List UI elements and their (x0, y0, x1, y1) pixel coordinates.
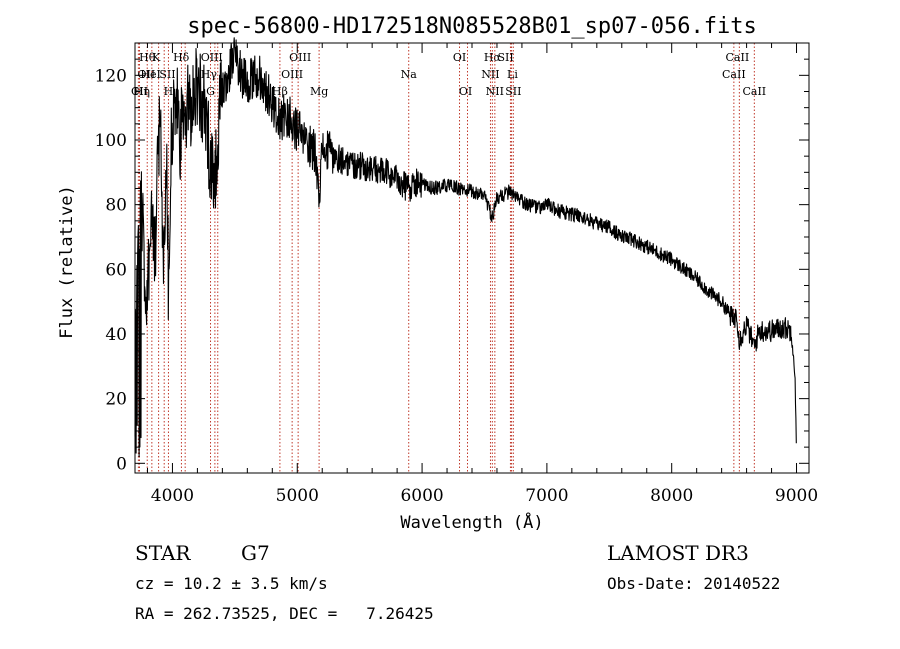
line-label: Na (401, 68, 418, 81)
line-label: Hδ (173, 51, 190, 64)
survey-name: LAMOST DR3 (607, 541, 749, 565)
line-label: G (206, 85, 215, 98)
object-class: STAR (135, 541, 191, 565)
line-label: Hβ (272, 85, 288, 98)
redshift-line: cz = 10.2 ± 3.5 km/s (135, 574, 328, 593)
line-label: OIII (281, 68, 303, 81)
line-label: NII (481, 68, 499, 81)
y-tick-label: 0 (116, 454, 127, 474)
x-tick-label: 8000 (650, 486, 693, 506)
line-label: OIII (201, 51, 223, 64)
line-label: K (152, 51, 161, 64)
line-label: CaII (722, 68, 746, 81)
y-tick-label: 80 (105, 196, 127, 216)
line-label: H (164, 85, 174, 98)
object-subclass: G7 (241, 541, 270, 565)
line-label: OII (138, 68, 156, 81)
plot-frame (134, 42, 810, 474)
line-label: Hα (484, 51, 502, 64)
x-tick-label: 9000 (775, 486, 818, 506)
line-label: Mg (310, 85, 328, 98)
line-label: NII (486, 85, 504, 98)
line-label: Hγ (201, 68, 218, 81)
line-label: Li (507, 68, 518, 81)
y-tick-label: 20 (105, 390, 127, 410)
y-axis-label: Flux (relative) (57, 185, 77, 339)
y-tick-label: 120 (95, 66, 127, 86)
x-tick-label: 7000 (525, 486, 568, 506)
x-axis-ticks: 4000 5000 6000 7000 8000 9000 (146, 43, 818, 506)
line-label: CaII (742, 85, 766, 98)
line-label: SII (497, 51, 513, 64)
spectrum-series (134, 37, 797, 458)
line-label: SII (159, 68, 175, 81)
y-tick-label: 60 (105, 260, 127, 280)
x-tick-label: 4000 (151, 486, 194, 506)
y-tick-label: 40 (105, 325, 127, 345)
x-tick-label: 6000 (400, 486, 443, 506)
line-label: OI (459, 85, 472, 98)
line-label: OIII (289, 51, 311, 64)
x-axis-label: Wavelength (Å) (400, 511, 543, 533)
y-axis-ticks: 0 20 40 60 80 100 120 (95, 58, 809, 474)
line-label: HeI (140, 68, 160, 81)
line-label: SII (505, 85, 521, 98)
chart-title: spec-56800-HD172518N085528B01_sp07-056.f… (187, 14, 757, 39)
obs-date-line: Obs-Date: 20140522 (607, 574, 780, 593)
line-label: Hη (134, 85, 150, 98)
line-label: CaII (726, 51, 750, 64)
x-tick-label: 5000 (276, 486, 319, 506)
spectrum-line (134, 37, 797, 458)
y-tick-label: 100 (95, 131, 127, 151)
coordinates-line: RA = 262.73525, DEC = 7.26425 (135, 604, 434, 623)
line-label: OI (453, 51, 466, 64)
